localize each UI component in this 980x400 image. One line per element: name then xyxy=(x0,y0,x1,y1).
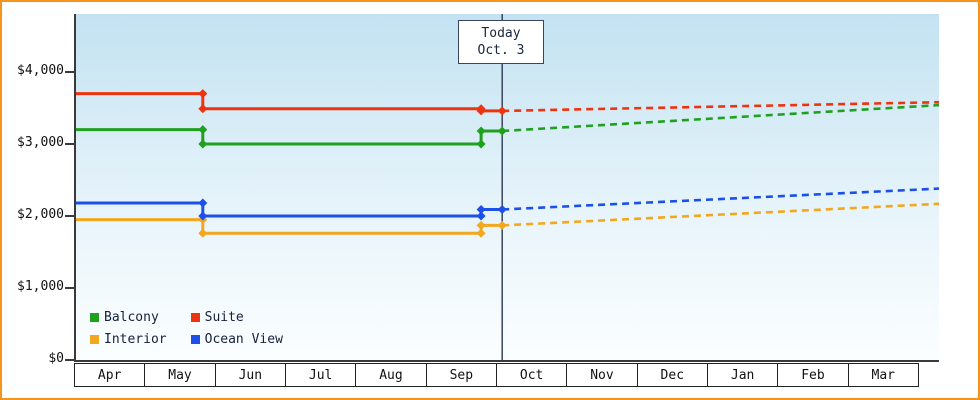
x-axis-month-may: May xyxy=(144,363,216,387)
plot-area: Balcony Suite Interior Ocean View xyxy=(74,14,939,362)
legend-item-interior: Interior xyxy=(90,332,167,347)
series-interior-history-line xyxy=(76,218,503,235)
series-balcony-marker xyxy=(198,139,208,149)
legend-swatch xyxy=(90,335,99,344)
series-ocean-view-marker xyxy=(476,211,486,221)
legend: Balcony Suite Interior Ocean View xyxy=(90,310,283,347)
x-axis-month-dec: Dec xyxy=(636,363,708,387)
y-tick-label: $3,000 xyxy=(17,135,64,150)
series-interior-forecast-line xyxy=(502,202,939,227)
series-interior-marker xyxy=(476,228,486,238)
series-balcony-marker xyxy=(497,126,507,136)
x-axis-month-feb: Feb xyxy=(777,363,849,387)
chart-canvas xyxy=(76,14,939,360)
legend-swatch xyxy=(190,313,200,322)
series-suite-history-line xyxy=(76,92,503,113)
series-suite-forecast-line xyxy=(502,100,939,113)
y-tick-label: $1,000 xyxy=(17,279,64,294)
y-tick-label: $0 xyxy=(48,351,64,366)
series-suite-marker xyxy=(476,106,486,116)
legend-label: Interior xyxy=(104,332,167,347)
series-ocean-view-marker xyxy=(198,211,208,221)
y-tick-label: $4,000 xyxy=(17,63,64,78)
series-balcony-forecast-line xyxy=(502,103,939,133)
today-label: Today xyxy=(481,26,521,41)
y-tick-mark xyxy=(65,215,74,217)
today-annotation: Today Oct. 3 xyxy=(458,20,544,64)
series-interior-marker xyxy=(198,228,208,238)
series-ocean-view-marker xyxy=(198,198,208,208)
series-balcony-marker xyxy=(198,125,208,135)
x-axis-months: Apr May Jun Jul Aug Sep Oct Nov Dec Jan Feb Mar xyxy=(74,363,919,387)
series-balcony-marker xyxy=(476,139,486,149)
series-suite-marker xyxy=(497,106,507,116)
legend-label: Suite xyxy=(204,310,244,325)
x-axis-month-jun: Jun xyxy=(214,363,286,387)
series-interior-marker xyxy=(497,220,507,230)
series-ocean-view-history-line xyxy=(76,201,503,218)
legend-label: Balcony xyxy=(104,310,159,325)
y-tick-mark xyxy=(65,143,74,145)
y-tick-label: $2,000 xyxy=(17,207,64,222)
legend-item-balcony: Balcony xyxy=(90,310,167,325)
series-suite-marker xyxy=(198,89,208,99)
x-axis-month-jan: Jan xyxy=(706,363,779,387)
series-ocean-view-marker xyxy=(476,205,486,214)
series-balcony-history-line xyxy=(76,128,503,146)
legend-item-suite: Suite xyxy=(190,310,283,325)
x-axis-month-apr: Apr xyxy=(74,363,146,387)
x-axis-month-aug: Aug xyxy=(355,363,427,387)
legend-item-ocean-view: Ocean View xyxy=(190,332,283,347)
today-date: Oct. 3 xyxy=(477,43,525,58)
legend-swatch xyxy=(90,313,99,322)
series-balcony-marker xyxy=(476,126,486,136)
legend-swatch xyxy=(190,335,200,344)
series-ocean-view-marker xyxy=(497,205,507,214)
x-axis-month-mar: Mar xyxy=(847,363,919,387)
x-axis-month-nov: Nov xyxy=(566,363,638,387)
legend-label: Ocean View xyxy=(204,332,283,347)
y-tick-mark xyxy=(65,287,74,289)
x-axis-month-sep: Sep xyxy=(425,363,497,387)
x-axis-month-oct: Oct xyxy=(495,363,568,387)
series-interior-marker xyxy=(476,220,486,230)
x-axis-month-jul: Jul xyxy=(284,363,357,387)
y-tick-mark xyxy=(65,359,74,361)
y-tick-mark xyxy=(65,71,74,73)
series-ocean-view-forecast-line xyxy=(502,187,939,211)
series-suite-marker xyxy=(198,104,208,114)
